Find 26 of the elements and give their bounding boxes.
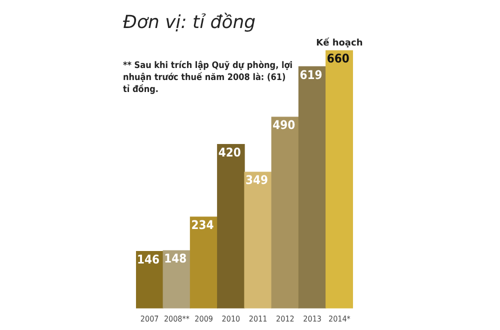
- bar: [298, 66, 326, 308]
- x-tick-label: 2010: [222, 314, 241, 324]
- x-tick-label: 2008**: [164, 314, 190, 324]
- bar: [136, 251, 164, 308]
- data-label: 490: [272, 118, 296, 132]
- data-label: 146: [137, 252, 160, 266]
- bar: [271, 116, 300, 308]
- annotation: Kế hoạch: [316, 37, 363, 48]
- data-label: 660: [326, 52, 350, 66]
- data-label: 420: [218, 145, 241, 160]
- x-tick-label: 2014*: [328, 314, 351, 324]
- x-tick-label: 2007: [140, 314, 159, 324]
- bar: [217, 144, 245, 308]
- x-tick-label: 2009: [194, 314, 214, 324]
- data-label: 148: [164, 252, 187, 266]
- x-tick-label: 2013: [303, 314, 322, 324]
- data-label: 619: [300, 68, 322, 82]
- data-label: 234: [191, 218, 214, 232]
- data-label: 349: [246, 173, 268, 188]
- bar: [326, 50, 353, 308]
- x-tick-label: 2011: [248, 314, 268, 324]
- bar: [244, 172, 272, 308]
- x-tick-label: 2012: [276, 314, 294, 324]
- bar: [190, 216, 218, 308]
- annotation: ** Sau khi trích lập Quỹ dự phòng, lợi nhuận trước thuế năm 2008 là: (61) tỉ đồng.: [123, 60, 293, 96]
- chart-title: Đơn vị: tỉ đồng: [123, 12, 256, 33]
